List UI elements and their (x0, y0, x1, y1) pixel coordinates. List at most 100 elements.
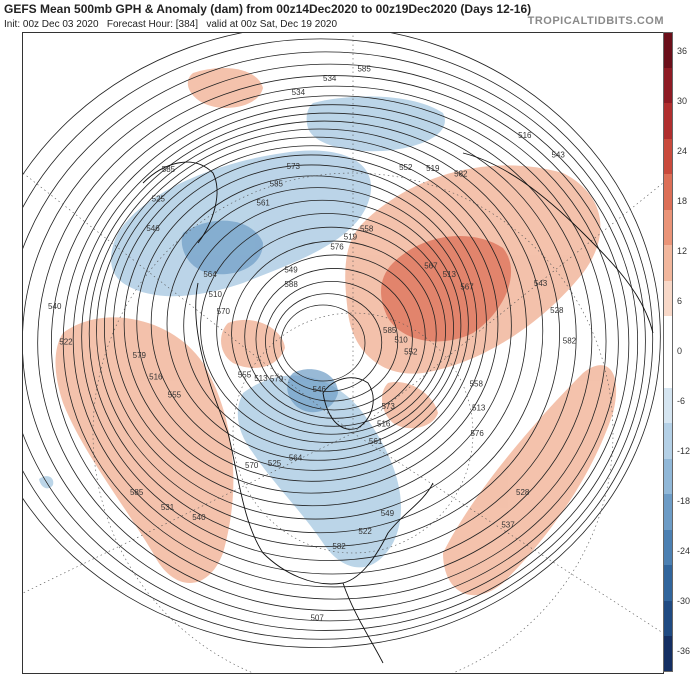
anomaly-baffin-core (287, 369, 338, 413)
chart-title: GEFS Mean 500mb GPH & Anomaly (dam) from… (4, 2, 532, 16)
anomaly-greenland (381, 382, 438, 429)
contour-label: 513 (472, 404, 486, 413)
contour-label: 516 (149, 373, 163, 382)
contour-label: 555 (238, 370, 252, 379)
contour-label: 582 (332, 542, 346, 551)
contour-label: 585 (383, 326, 397, 335)
contour-label: 522 (59, 338, 73, 347)
height-contour (23, 63, 638, 622)
anomaly-canada-trough (111, 150, 372, 297)
height-contour (200, 213, 454, 443)
contour-label: 510 (394, 335, 408, 344)
colorbar-cell (663, 32, 673, 68)
contour-label: 546 (313, 385, 327, 394)
contour-label: 549 (284, 265, 298, 274)
contour-label: 525 (268, 459, 282, 468)
colorbar-label: 30 (677, 96, 688, 106)
height-contour (136, 164, 487, 482)
colorbar-cell (663, 174, 673, 211)
contour-label: 543 (534, 279, 548, 288)
colorbar-cell (663, 352, 673, 388)
colorbar-cell (663, 529, 673, 566)
site-watermark: TROPICALTIDBITS.COM (527, 15, 664, 27)
colorbar-cell (663, 600, 673, 637)
grid-meridian-d (352, 432, 663, 634)
anomaly-alaska-north (187, 68, 263, 108)
chart-subtitle: Init: 00z Dec 03 2020 Forecast Hour: [38… (4, 19, 337, 30)
contour-label: 513 (254, 374, 268, 383)
contour-label: 579 (270, 375, 284, 384)
height-contour (23, 33, 661, 648)
height-contour (255, 268, 413, 411)
height-contour (123, 154, 499, 494)
colorbar-cell (663, 67, 673, 104)
contour-label: 552 (404, 348, 418, 357)
height-contour (96, 128, 544, 534)
contour-label: 510 (209, 290, 223, 299)
contour-labels: 585 579 576 573 570 567 564 561 558 555 552 549 546 5… (48, 64, 577, 622)
coast-alaska (142, 161, 218, 244)
height-contour (62, 95, 607, 588)
negative-anomalies (39, 96, 445, 568)
strong-negative-anomalies (181, 220, 338, 413)
height-contours (23, 33, 661, 648)
contour-label: 570 (217, 307, 231, 316)
polar-stereographic-map: 585 579 576 573 570 567 564 561 558 555 552 549 546 5… (23, 33, 663, 673)
height-contour (81, 112, 577, 561)
colorbar-cell (663, 565, 673, 602)
contour-label: 519 (426, 164, 440, 173)
height-contour (265, 281, 399, 402)
colorbar-label: 18 (677, 196, 688, 206)
contour-label: 582 (454, 170, 468, 179)
contour-label: 564 (289, 454, 303, 463)
contour-label: 570 (245, 461, 259, 470)
colorbar-label: -18 (677, 496, 691, 506)
contour-label: 552 (399, 163, 413, 172)
colorbar-cell (663, 103, 673, 140)
height-contour (23, 38, 654, 640)
colorbar-label: 36 (677, 46, 688, 56)
contour-label: 522 (358, 527, 372, 536)
coast-central-america (342, 582, 384, 664)
coastlines (142, 152, 654, 664)
height-contour (113, 145, 512, 507)
colorbar-label: 12 (677, 246, 688, 256)
height-contour (244, 254, 426, 419)
contour-label: 585 (270, 179, 284, 188)
colorbar-cell (663, 423, 673, 460)
contour-label: 546 (146, 224, 160, 233)
contour-label: 573 (287, 162, 301, 171)
contour-label: 573 (381, 402, 395, 411)
contour-label: 534 (323, 74, 337, 83)
colorbar-label: -24 (677, 546, 691, 556)
contour-label: 525 (152, 195, 166, 204)
coast-north-america (195, 282, 434, 585)
forecast-hour: Forecast Hour: [384] (106, 19, 199, 30)
height-contour (72, 104, 593, 575)
contour-label: 507 (310, 614, 324, 623)
height-contour (280, 304, 366, 382)
grid-circle-40n (92, 172, 614, 673)
contour-label: 582 (563, 336, 577, 345)
height-contour (37, 75, 630, 611)
contour-label: 561 (257, 198, 271, 207)
contour-label: 576 (470, 429, 484, 438)
contour-label: 558 (470, 379, 484, 388)
contour-label: 540 (192, 513, 206, 522)
colorbar-label: 6 (677, 296, 683, 306)
contour-label: 531 (161, 503, 175, 512)
colorbar-outline (663, 32, 673, 672)
colorbar-cell (663, 458, 673, 495)
contour-label: 585 (162, 165, 176, 174)
anomaly-northeast-pacific (55, 317, 234, 583)
colorbar-label: -30 (677, 596, 691, 606)
contour-label: 579 (133, 351, 147, 360)
anomaly-atlantic (443, 365, 617, 596)
contour-label: 534 (292, 88, 306, 97)
contour-label: 519 (344, 232, 358, 241)
coast-eurasia (462, 152, 654, 334)
contour-label: 513 (443, 270, 457, 279)
colorbar-label: 24 (677, 146, 688, 156)
contour-label: 549 (381, 509, 395, 518)
colorbar-label: -12 (677, 446, 691, 456)
